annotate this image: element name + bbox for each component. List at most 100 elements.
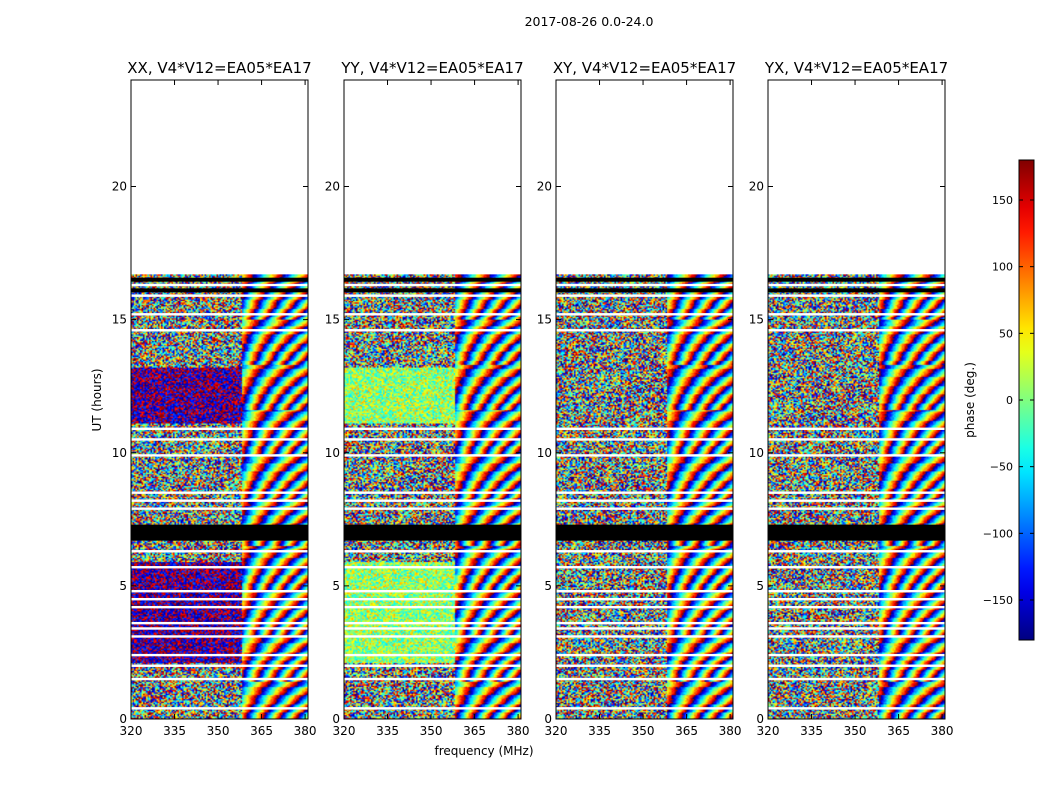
gap-row [131, 313, 308, 316]
panel-yy: YY, V4*V12=EA05*EA17 320 335 350 365 380 0 5 10 1… [325, 59, 530, 738]
gap-row [131, 635, 308, 638]
gap-row [768, 491, 945, 494]
gap-row [768, 627, 945, 630]
flagged-row [768, 277, 945, 282]
y-tick-label: 0 [119, 712, 127, 726]
y-tick-label: 20 [537, 180, 552, 194]
gap-row [556, 454, 733, 457]
colorbar-tick-label: 100 [992, 261, 1013, 274]
y-tick-label: 20 [749, 180, 764, 194]
colorbar: 150 100 50 0 −50 −100 −150 [983, 159, 1035, 641]
y-tick-label: 20 [325, 180, 340, 194]
gap-row [768, 438, 945, 441]
gap-row [768, 329, 945, 332]
gap-row [344, 707, 521, 710]
gap-row [344, 329, 521, 332]
x-tick-label: 350 [420, 724, 443, 738]
flagged-row [131, 288, 308, 293]
gap-row [131, 499, 308, 502]
gap-row [344, 590, 521, 593]
phase-image-xx [131, 274, 308, 719]
flagged-row [344, 288, 521, 293]
x-tick-label: 350 [207, 724, 230, 738]
panel-yx: YX, V4*V12=EA05*EA17 320 335 350 365 380 0 5 10 1… [749, 59, 954, 738]
gap-row [768, 294, 945, 297]
x-tick-label: 365 [675, 724, 698, 738]
gap-row [768, 653, 945, 657]
gap-row [131, 427, 308, 430]
gap-row [556, 438, 733, 441]
x-tick-label: 320 [120, 724, 143, 738]
y-tick-label: 15 [537, 313, 552, 327]
phase-image-xy [556, 274, 733, 719]
y-tick-label: 15 [325, 313, 340, 327]
gap-row [556, 313, 733, 316]
gap-row [344, 635, 521, 638]
gap-row [344, 283, 521, 287]
gap-row [556, 707, 733, 710]
flagged-row [768, 288, 945, 293]
gap-row [768, 707, 945, 710]
gap-row [344, 627, 521, 630]
gap-row [131, 621, 308, 625]
panels-group: XX, V4*V12=EA05*EA17 320 335 350 365 380 0 5 10 1… [112, 59, 954, 738]
y-tick-label: 0 [544, 712, 552, 726]
gap-row [131, 566, 308, 569]
gap-row [768, 427, 945, 430]
gap-row [768, 283, 945, 287]
gap-row [131, 597, 308, 601]
phase-image-yx [768, 274, 945, 719]
gap-row [556, 507, 733, 510]
x-tick-label: 320 [333, 724, 356, 738]
flagged-row [131, 277, 308, 282]
gap-row [131, 550, 308, 553]
gap-row [131, 677, 308, 681]
gap-row [556, 653, 733, 657]
x-axis-label: frequency (MHz) [434, 744, 533, 758]
gap-row [556, 427, 733, 430]
gap-row [768, 454, 945, 457]
gap-row [344, 438, 521, 441]
gap-row [131, 454, 308, 457]
panel-title: XY, V4*V12=EA05*EA17 [553, 59, 736, 77]
x-tick-label: 335 [376, 724, 399, 738]
gap-row [131, 507, 308, 510]
gap-row [768, 507, 945, 510]
gap-row [556, 605, 733, 609]
gap-row [131, 283, 308, 287]
panel-xx: XX, V4*V12=EA05*EA17 320 335 350 365 380 0 5 10 1… [112, 59, 317, 738]
gap-row [556, 329, 733, 332]
gap-row [344, 550, 521, 553]
gap-row [131, 664, 308, 667]
flagged-band [556, 524, 733, 541]
gap-row [344, 313, 521, 316]
y-tick-label: 0 [756, 712, 764, 726]
x-tick-label: 365 [463, 724, 486, 738]
x-tick-label: 380 [507, 724, 530, 738]
gap-row [131, 438, 308, 441]
gap-row [344, 605, 521, 609]
x-tick-label: 320 [545, 724, 568, 738]
panel-frame [130, 79, 309, 720]
gap-row [768, 550, 945, 553]
gap-row [556, 597, 733, 601]
figure-suptitle: 2017-08-26 0.0-24.0 [525, 14, 654, 29]
y-tick-label: 5 [756, 579, 764, 593]
gap-row [131, 627, 308, 630]
y-tick-label: 10 [537, 446, 552, 460]
colorbar-tick-label: 50 [999, 327, 1013, 340]
panel-title: XX, V4*V12=EA05*EA17 [127, 59, 311, 77]
gap-row [131, 329, 308, 332]
gap-row [556, 621, 733, 625]
phase-image-yy [344, 274, 521, 719]
colorbar-tick-label: −50 [990, 461, 1013, 474]
x-tick-label: 335 [800, 724, 823, 738]
x-tick-label: 380 [931, 724, 954, 738]
y-tick-label: 15 [749, 313, 764, 327]
y-tick-label: 5 [544, 579, 552, 593]
flagged-row [556, 277, 733, 282]
flagged-band [768, 524, 945, 541]
x-tick-label: 380 [719, 724, 742, 738]
flagged-row [344, 277, 521, 282]
flagged-row [556, 288, 733, 293]
